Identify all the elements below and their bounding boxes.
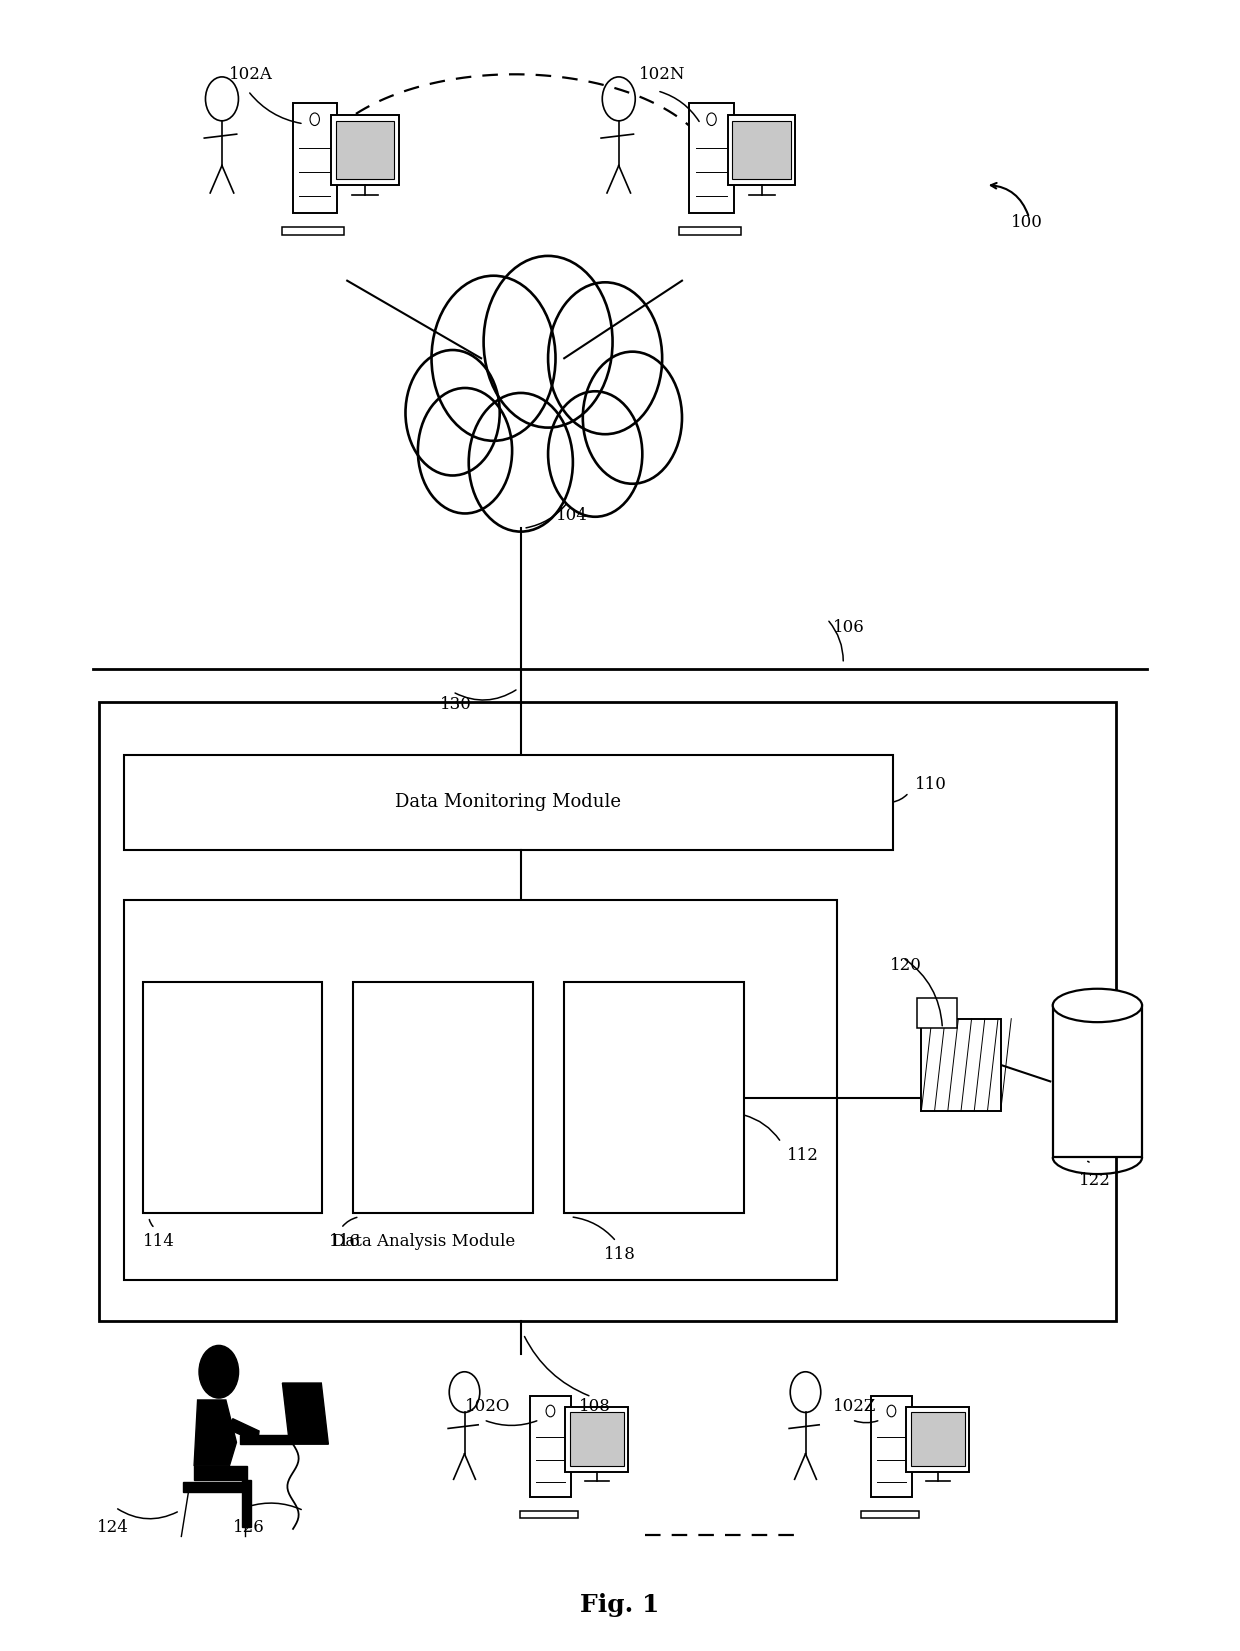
FancyBboxPatch shape [565, 1407, 629, 1473]
FancyBboxPatch shape [283, 226, 345, 234]
FancyBboxPatch shape [870, 1395, 911, 1497]
Circle shape [484, 256, 613, 428]
FancyBboxPatch shape [918, 997, 957, 1027]
Circle shape [548, 391, 642, 517]
Polygon shape [184, 1483, 249, 1493]
Text: Data Analysis Module: Data Analysis Module [332, 1233, 515, 1250]
FancyBboxPatch shape [336, 121, 394, 178]
Polygon shape [241, 1435, 293, 1445]
FancyBboxPatch shape [353, 982, 533, 1213]
FancyBboxPatch shape [99, 702, 1116, 1321]
Text: 100: 100 [1011, 215, 1043, 231]
FancyBboxPatch shape [680, 226, 742, 234]
Text: 118: 118 [604, 1247, 636, 1263]
Text: 120: 120 [890, 958, 923, 974]
Circle shape [469, 393, 573, 532]
FancyBboxPatch shape [733, 121, 791, 178]
Text: 102Z: 102Z [833, 1398, 877, 1415]
FancyBboxPatch shape [143, 982, 322, 1213]
Circle shape [198, 1346, 238, 1398]
FancyBboxPatch shape [293, 102, 337, 213]
Circle shape [405, 350, 500, 475]
Text: 124: 124 [97, 1519, 129, 1535]
Polygon shape [226, 1418, 259, 1443]
Text: 110: 110 [915, 776, 947, 792]
Circle shape [583, 352, 682, 484]
FancyBboxPatch shape [521, 1511, 578, 1517]
FancyBboxPatch shape [564, 982, 744, 1213]
Text: 116: 116 [329, 1233, 361, 1250]
Text: 102O: 102O [465, 1398, 511, 1415]
FancyBboxPatch shape [1053, 1005, 1142, 1157]
Text: User-
Behavior
Analysis: User- Behavior Analysis [405, 1070, 481, 1126]
Polygon shape [283, 1384, 329, 1445]
Ellipse shape [1053, 989, 1142, 1022]
FancyBboxPatch shape [921, 1019, 1001, 1111]
FancyBboxPatch shape [689, 102, 734, 213]
FancyBboxPatch shape [570, 1413, 624, 1466]
Text: 104: 104 [556, 507, 588, 523]
Text: Protocol
Analysis: Protocol Analysis [197, 1080, 268, 1116]
Text: 106: 106 [833, 619, 866, 636]
Text: 130: 130 [440, 697, 472, 713]
FancyBboxPatch shape [911, 1413, 965, 1466]
Circle shape [418, 388, 512, 513]
Text: 102N: 102N [639, 66, 684, 83]
Text: 114: 114 [143, 1233, 175, 1250]
Text: Packet
Analysis: Packet Analysis [620, 1080, 688, 1116]
FancyBboxPatch shape [906, 1407, 970, 1473]
Text: 126: 126 [233, 1519, 265, 1535]
Polygon shape [242, 1479, 250, 1527]
FancyBboxPatch shape [728, 114, 796, 185]
Text: Fig. 1: Fig. 1 [580, 1593, 660, 1616]
Text: 112: 112 [787, 1147, 820, 1164]
FancyBboxPatch shape [124, 755, 893, 850]
Polygon shape [193, 1400, 237, 1466]
Text: Data Monitoring Module: Data Monitoring Module [396, 794, 621, 811]
FancyBboxPatch shape [862, 1511, 919, 1517]
FancyBboxPatch shape [529, 1395, 570, 1497]
Circle shape [432, 276, 556, 441]
Text: 102A: 102A [229, 66, 273, 83]
Polygon shape [193, 1466, 247, 1479]
Text: 108: 108 [579, 1398, 611, 1415]
FancyBboxPatch shape [331, 114, 399, 185]
Text: 122: 122 [1079, 1172, 1111, 1189]
FancyBboxPatch shape [124, 900, 837, 1280]
Circle shape [548, 282, 662, 434]
